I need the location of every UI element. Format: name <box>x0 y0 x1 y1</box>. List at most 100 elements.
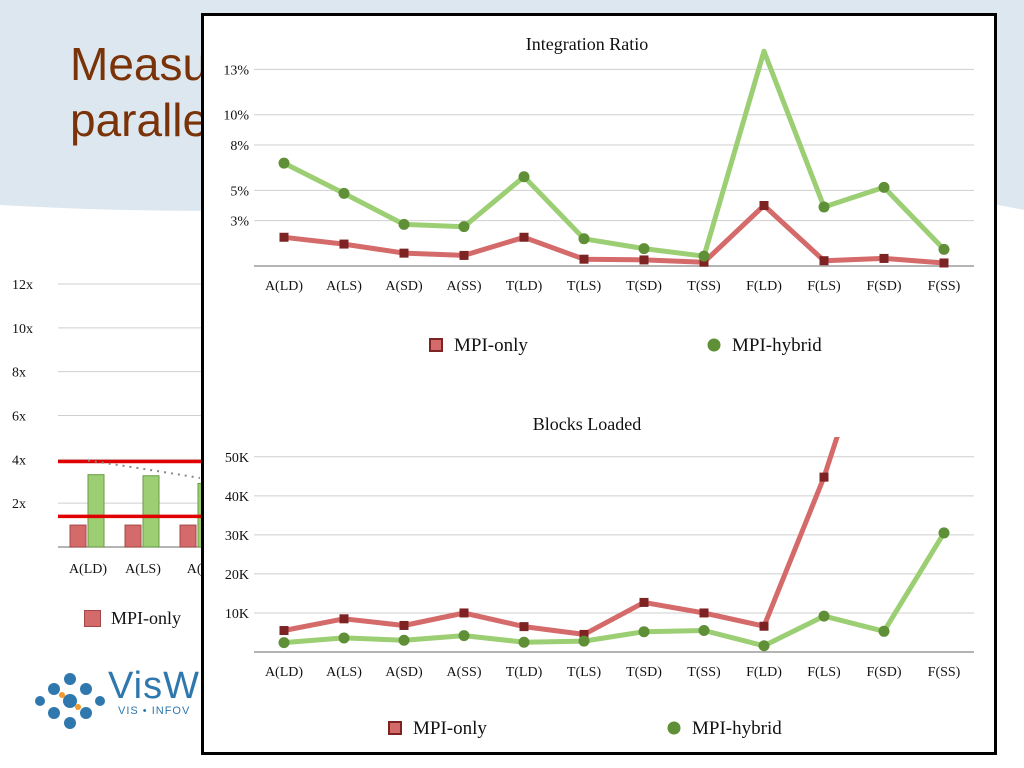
overlay-figure-panel: Integration Ratio 13% 10% 8% 5% 3% A(LD) A(LS) A… <box>201 13 997 755</box>
data-point <box>639 597 649 607</box>
legend-label-mpi-hybrid: MPI-hybrid <box>732 335 822 356</box>
y-tick-label: 13% <box>223 63 249 78</box>
y-tick-label: 4x <box>12 453 26 468</box>
series-mpi-only <box>279 200 949 268</box>
legend-marker <box>667 721 681 735</box>
data-point <box>338 187 350 199</box>
data-point <box>939 258 949 268</box>
x-tick-label: T(LD) <box>506 665 543 680</box>
data-point <box>699 257 709 267</box>
legend-label-mpi-hybrid: MPI-hybrid <box>692 718 782 739</box>
y-tick-label: 2x <box>12 497 26 512</box>
y-tick-label: 3% <box>230 215 249 230</box>
x-tick-label: F(SS) <box>928 279 961 294</box>
x-tick-label: A(SS) <box>446 665 481 680</box>
y-tick-label: 8x <box>12 366 26 381</box>
data-point <box>938 527 950 539</box>
y-tick-label: 12x <box>12 278 33 293</box>
bar-mpi-only <box>124 524 142 548</box>
y-tick-label: 6x <box>12 410 26 425</box>
legend-label-mpi-only: MPI-only <box>413 718 487 739</box>
data-point <box>819 472 829 482</box>
data-point <box>279 232 289 242</box>
y-tick-label: 40K <box>225 490 249 505</box>
data-point <box>698 625 710 637</box>
data-point <box>458 221 470 233</box>
x-tick-label: F(LD) <box>746 665 782 680</box>
x-tick-label: A(S <box>187 562 205 577</box>
x-tick-label: T(LS) <box>567 279 602 294</box>
data-point <box>579 629 589 639</box>
chart-title: Blocks Loaded <box>533 414 641 434</box>
mpi-only-swatch <box>84 610 101 627</box>
data-point <box>818 610 830 622</box>
bar-mpi-only <box>179 524 197 548</box>
data-point <box>338 632 350 644</box>
bar-mpi-hybrid <box>87 474 105 548</box>
data-point <box>758 640 770 652</box>
background-bar-chart: 12x 10x 8x 6x 4x 2x A(LD) A(LS) A(S <box>12 278 205 577</box>
data-point <box>578 233 590 245</box>
x-tick-label: T(LS) <box>567 665 602 680</box>
y-tick-label: 10K <box>225 607 249 622</box>
data-point <box>399 248 409 258</box>
data-point <box>519 232 529 242</box>
data-point <box>878 181 890 193</box>
data-point <box>639 255 649 265</box>
series-line-mpi-only <box>283 203 945 266</box>
series-line-mpi-hybrid <box>283 531 947 649</box>
chart-title: Integration Ratio <box>526 34 648 54</box>
blocks-loaded-chart: Blocks Loaded 50K 40K 30K 20K 10K A(LD) A(LS) A(… <box>225 414 974 739</box>
x-tick-label: T(SD) <box>626 665 662 680</box>
data-point <box>398 634 410 646</box>
y-tick-label: 8% <box>230 139 249 154</box>
x-tick-label: A(SD) <box>385 665 423 680</box>
logo-wordmark: VisW <box>108 665 200 707</box>
data-point <box>339 614 349 624</box>
legend-marker <box>707 338 721 352</box>
y-tick-label: 50K <box>225 451 249 466</box>
background-legend-label: MPI-only <box>111 608 182 628</box>
x-tick-label: F(LD) <box>746 279 782 294</box>
data-point <box>518 636 530 648</box>
x-tick-label: A(LS) <box>326 279 362 294</box>
x-tick-label: T(SS) <box>687 279 721 294</box>
series-mpi-only <box>279 437 840 639</box>
data-point <box>279 626 289 636</box>
data-point <box>519 622 529 632</box>
x-tick-label: T(SS) <box>687 665 721 680</box>
data-point <box>938 243 950 255</box>
series-mpi-hybrid <box>278 527 950 652</box>
series-mpi-hybrid <box>278 48 950 262</box>
data-point <box>278 157 290 169</box>
x-tick-label: A(SS) <box>446 279 481 294</box>
legend-marker <box>429 338 443 352</box>
y-tick-label: 10% <box>223 109 249 124</box>
data-point <box>699 608 709 618</box>
x-tick-label: A(SD) <box>385 279 423 294</box>
x-tick-label: A(LS) <box>326 665 362 680</box>
legend-marker <box>388 721 402 735</box>
data-point <box>819 256 829 266</box>
bar-mpi-hybrid <box>142 475 160 548</box>
data-point <box>458 630 470 642</box>
bar-mpi-only <box>69 524 87 548</box>
integration-ratio-chart: Integration Ratio 13% 10% 8% 5% 3% A(LD) A(LS) A… <box>223 34 974 356</box>
data-point <box>398 218 410 230</box>
data-point <box>278 637 290 649</box>
x-tick-label: F(SD) <box>866 279 901 294</box>
data-point <box>578 635 590 647</box>
x-tick-label: A(LD) <box>265 279 303 294</box>
data-point <box>579 254 589 264</box>
x-tick-label: A(LS) <box>125 562 161 577</box>
logo-subtitle: VIS • INFOV <box>118 705 191 717</box>
y-tick-label: 20K <box>225 568 249 583</box>
series-line-mpi-hybrid <box>282 48 946 259</box>
data-point <box>698 250 710 262</box>
data-point <box>818 201 830 213</box>
x-tick-label: F(LS) <box>807 665 841 680</box>
data-point <box>459 250 469 260</box>
data-point <box>518 171 530 183</box>
data-point <box>638 243 650 255</box>
y-tick-label: 30K <box>225 529 249 544</box>
